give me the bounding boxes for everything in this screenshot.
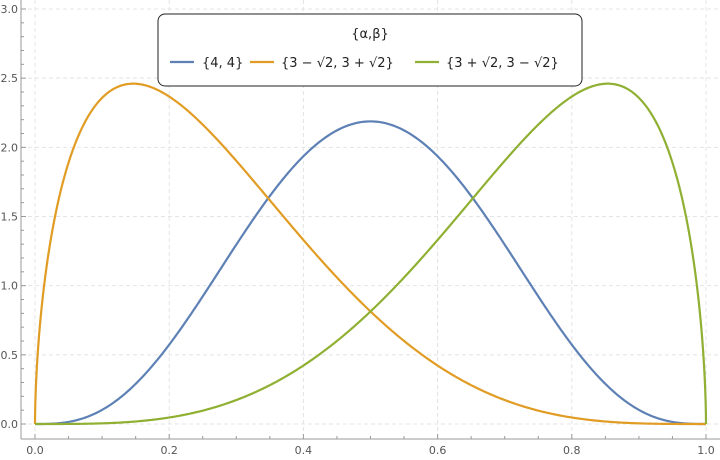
- x-tick-label: 0.0: [26, 444, 44, 457]
- y-tick-label: 0.0: [1, 418, 19, 431]
- series-line-2: [33, 82, 708, 426]
- curves: [33, 82, 708, 426]
- x-tick-label: 0.8: [563, 444, 581, 457]
- x-tick-label: 0.2: [160, 444, 178, 457]
- y-tick-label: 1.0: [1, 280, 19, 293]
- y-tick-label: 0.5: [1, 349, 19, 362]
- legend-box: [157, 13, 583, 87]
- x-tick-label: 1.0: [697, 444, 715, 457]
- y-tick-label: 3.0: [1, 3, 19, 16]
- legend-label-1: {4, 4}: [202, 56, 243, 71]
- x-tick-label: 0.6: [429, 444, 447, 457]
- series-line-1: [33, 120, 708, 426]
- x-tick-label: 0.4: [295, 444, 313, 457]
- legend-label-2: {3 − √2, 3 + √2}: [281, 56, 394, 71]
- y-tick-label: 1.5: [1, 211, 19, 224]
- legend: {α,β} {4, 4} {3 − √2, 3 + √2} {3 + √2, 3…: [157, 13, 583, 87]
- y-tick-label: 2.5: [1, 72, 19, 85]
- series-line-3: [33, 82, 708, 426]
- y-tick-label: 2.0: [1, 141, 19, 154]
- legend-label-3: {3 + √2, 3 − √2}: [446, 56, 559, 71]
- legend-title: {α,β}: [351, 27, 389, 42]
